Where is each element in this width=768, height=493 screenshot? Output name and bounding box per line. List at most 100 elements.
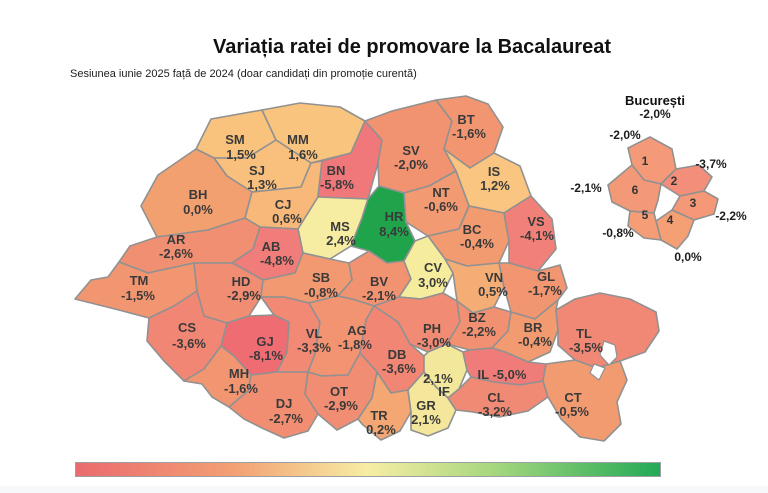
county-SM-value-label: 1,5% (226, 147, 256, 162)
county-VS-value-label: -4,1% (520, 228, 554, 243)
county-AG-code-label: AG (347, 323, 367, 338)
county-CT-code-label: CT (564, 390, 581, 405)
bucharest-overall-value: -2,0% (639, 107, 671, 121)
bottom-strip (0, 486, 768, 493)
county-MH-value-label: -1,6% (224, 381, 258, 396)
bucharest-sector-6-value-label: -2,1% (570, 181, 602, 195)
county-BZ-value-label: -2,2% (462, 324, 496, 339)
county-AR-value-label: -2,6% (159, 246, 193, 261)
county-GJ-code-label: GJ (256, 334, 273, 349)
county-MS-code-label: MS (330, 219, 350, 234)
bucharest-title: București (625, 93, 685, 108)
danube-delta-lagoons (589, 340, 618, 381)
counties-shapes-layer (74, 95, 660, 442)
bucharest-sector-6-number: 6 (632, 183, 639, 197)
county-CL-code-label: CL (487, 390, 504, 405)
bucharest-sector-2-number: 2 (671, 174, 678, 188)
county-CV-code-label: CV (424, 260, 442, 275)
bucharest-sector-4-value-label: 0,0% (674, 250, 702, 264)
county-GR-code-label: GR (416, 398, 436, 413)
county-SM-code-label: SM (225, 132, 245, 147)
county-OT-value-label: -2,9% (324, 398, 358, 413)
bucharest-sector-4-number: 4 (667, 213, 674, 227)
county-SB-code-label: SB (312, 270, 330, 285)
county-CS-code-label: CS (178, 320, 196, 335)
county-NT-value-label: -0,6% (424, 199, 458, 214)
bucharest-sector-2-value-label: -3,7% (695, 157, 727, 171)
county-NT-code-label: NT (432, 185, 449, 200)
county-DB-value-label: -3,6% (382, 361, 416, 376)
county-AB-value-label: -4,8% (260, 253, 294, 268)
county-BV-value-label: -2,1% (362, 288, 396, 303)
county-IS-code-label: IS (488, 164, 501, 179)
county-HR-code-label: HR (385, 209, 404, 224)
bucharest-sector-5-value-label: -0,8% (602, 226, 634, 240)
county-DB-code-label: DB (388, 347, 407, 362)
danube-delta-lagoon (599, 340, 618, 366)
county-TM-value-label: -1,5% (121, 288, 155, 303)
county-BN-code-label: BN (327, 163, 346, 178)
county-TM-code-label: TM (130, 273, 149, 288)
county-OT-code-label: OT (330, 384, 348, 399)
county-DJ-value-label: -2,7% (269, 411, 303, 426)
county-VL-code-label: VL (306, 326, 323, 341)
county-CV-shape (398, 235, 454, 300)
county-GL-value-label: -1,7% (528, 283, 562, 298)
county-CT-value-label: -0,5% (555, 404, 589, 419)
county-BT-code-label: BT (457, 112, 474, 127)
danube-delta-lagoon (589, 363, 606, 381)
county-TR-value-label: 0,2% (366, 422, 396, 437)
county-BR-value-label: -0,4% (518, 334, 552, 349)
county-DJ-shape (228, 371, 319, 439)
county-DJ-code-label: DJ (276, 396, 293, 411)
page-subtitle: Sesiunea iunie 2025 față de 2024 (doar c… (70, 68, 417, 80)
bucharest-sector-6-shape (607, 164, 662, 214)
county-BC-value-label: -0,4% (460, 236, 494, 251)
county-TL-shape (555, 292, 660, 369)
bucharest-sector-1-value-label: -2,0% (609, 128, 641, 142)
county-IF-value-label: 2,1% (423, 371, 453, 386)
county-SJ-value-label: 1,3% (247, 177, 277, 192)
county-CT-shape (542, 359, 628, 442)
county-GL-code-label: GL (537, 269, 555, 284)
county-PH-code-label: PH (423, 321, 441, 336)
county-GJ-value-label: -8,1% (249, 348, 283, 363)
county-GR-value-label: 2,1% (411, 412, 441, 427)
bucharest-sector-1-number: 1 (642, 154, 649, 168)
county-VL-value-label: -3,3% (297, 340, 331, 355)
county-PH-value-label: -3,0% (417, 335, 451, 350)
county-IS-value-label: 1,2% (480, 178, 510, 193)
county-SV-value-label: -2,0% (394, 157, 428, 172)
county-CJ-value-label: 0,6% (272, 211, 302, 226)
county-HD-code-label: HD (232, 274, 251, 289)
county-BC-code-label: BC (463, 222, 482, 237)
county-BN-value-label: -5,8% (320, 177, 354, 192)
county-CV-value-label: 3,0% (418, 275, 448, 290)
county-AR-code-label: AR (167, 232, 186, 247)
county-MS-value-label: 2,4% (326, 233, 356, 248)
bucharest-sector-5-number: 5 (642, 208, 649, 222)
county-BR-shape (491, 299, 559, 363)
county-VN-value-label: 0,5% (478, 284, 508, 299)
county-SB-value-label: -0,8% (304, 285, 338, 300)
bucharest-sector-3-number: 3 (690, 196, 697, 210)
page-title: Variația ratei de promovare la Bacalaure… (213, 36, 611, 58)
county-IL-label: IL -5,0% (478, 367, 527, 382)
county-MM-value-label: 1,6% (288, 147, 318, 162)
county-VS-code-label: VS (527, 214, 545, 229)
county-BH-value-label: 0,0% (183, 202, 213, 217)
county-HR-value-label: 8,4% (379, 224, 409, 239)
county-VN-code-label: VN (485, 270, 503, 285)
county-AG-value-label: -1,8% (338, 337, 372, 352)
county-TR-code-label: TR (370, 408, 388, 423)
county-BV-code-label: BV (370, 274, 388, 289)
county-HD-value-label: -2,9% (227, 288, 261, 303)
county-GL-shape (498, 262, 568, 320)
county-AB-code-label: AB (262, 239, 281, 254)
county-GR-shape (407, 371, 457, 437)
bucharest-sector-3-value-label: -2,2% (715, 209, 747, 223)
county-CS-value-label: -3,6% (172, 336, 206, 351)
county-CL-value-label: -3,2% (478, 404, 512, 419)
